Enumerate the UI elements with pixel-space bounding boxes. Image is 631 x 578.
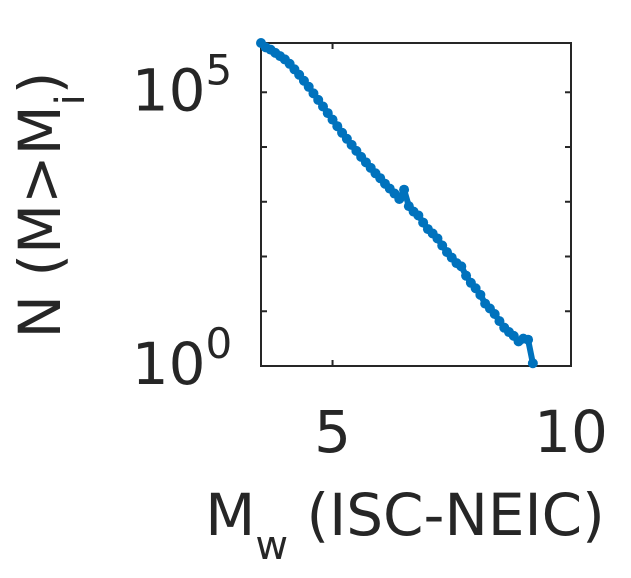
data-series bbox=[256, 38, 538, 369]
x-tick-label-1: 10 bbox=[534, 398, 608, 466]
axis-ticks bbox=[261, 43, 572, 367]
data-point-49 bbox=[489, 308, 500, 319]
data-point-33 bbox=[413, 210, 424, 221]
y-tick-label-0: 100 bbox=[132, 319, 233, 398]
x-tick-label-0: 5 bbox=[314, 398, 351, 466]
data-point-37 bbox=[432, 233, 443, 244]
x-axis-label: Mw (ISC-NEIC) bbox=[205, 481, 604, 569]
data-point-57 bbox=[527, 358, 538, 369]
data-point-29 bbox=[394, 194, 405, 205]
data-point-43 bbox=[461, 270, 472, 281]
tick-labels: 5 10 100 105 bbox=[132, 45, 608, 466]
data-point-30 bbox=[399, 184, 410, 195]
y-axis-label: N (M>Mi) bbox=[6, 72, 94, 339]
data-point-56 bbox=[523, 334, 534, 345]
data-point-42 bbox=[456, 261, 467, 272]
y-tick-label-1: 105 bbox=[132, 45, 233, 124]
data-point-46 bbox=[475, 289, 486, 300]
